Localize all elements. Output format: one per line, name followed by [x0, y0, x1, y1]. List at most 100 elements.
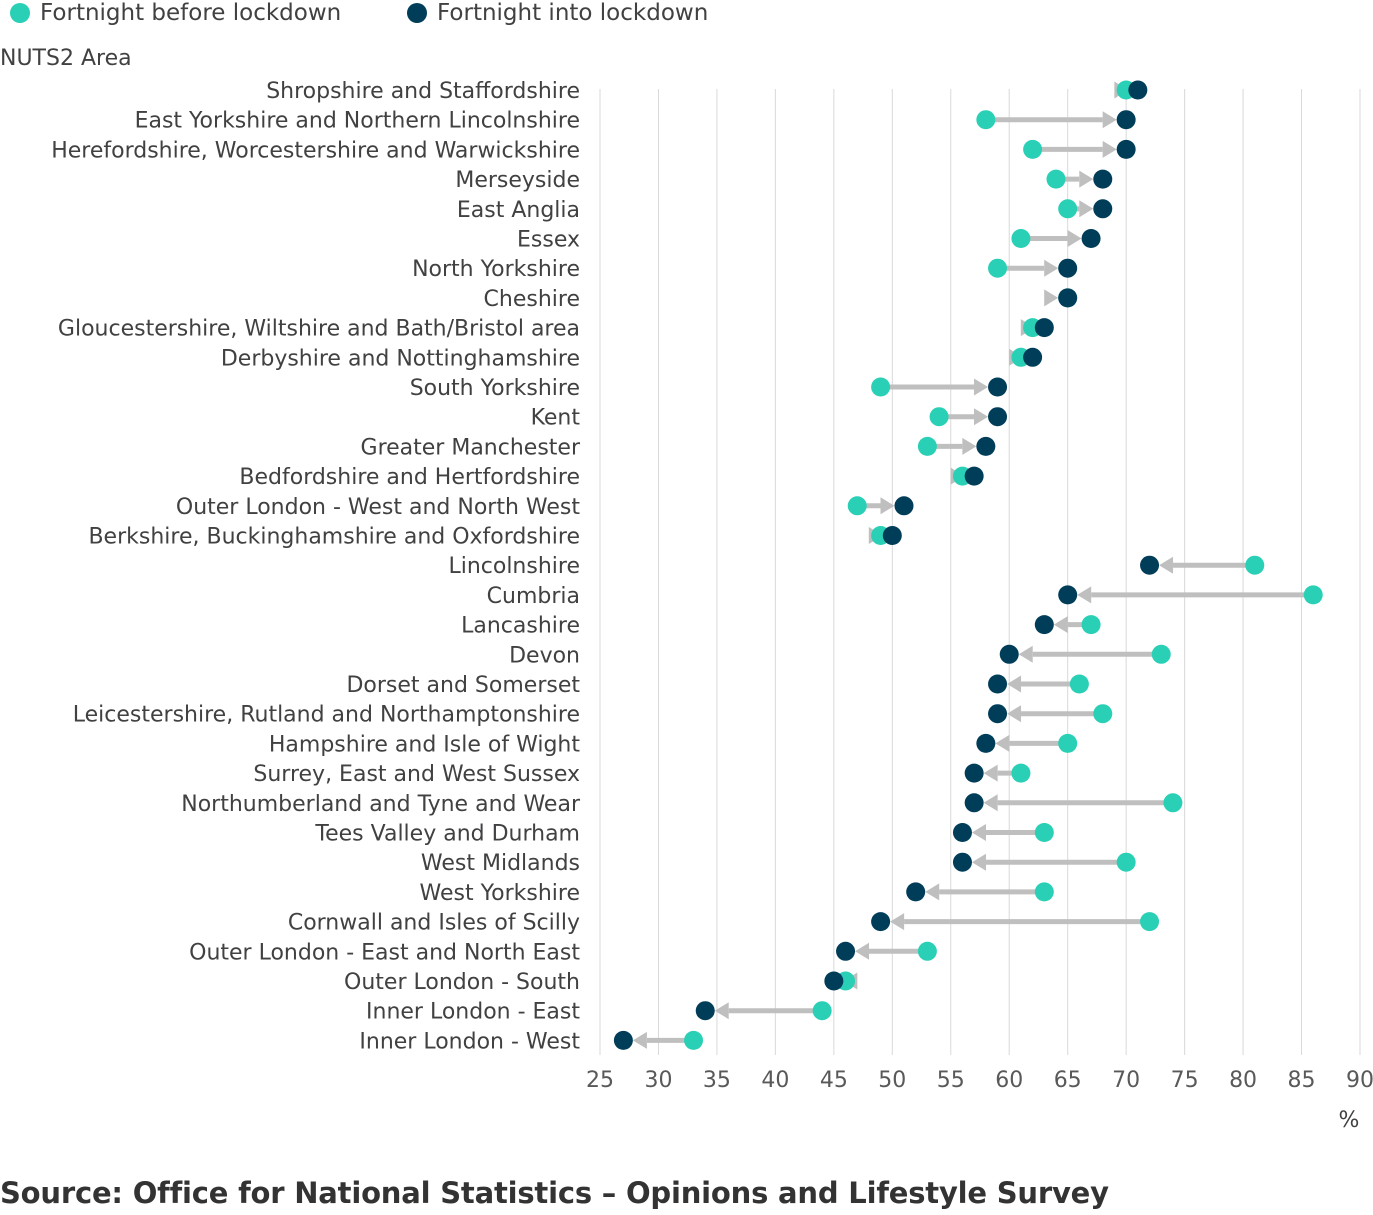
point-into	[1140, 555, 1160, 575]
arrow-head	[632, 1031, 647, 1049]
arrow-head	[1067, 230, 1082, 247]
x-tick-label-75: 75	[1171, 1068, 1199, 1093]
arrow-head	[962, 437, 977, 455]
point-into	[882, 526, 902, 545]
arrow-head	[974, 378, 989, 396]
arrow-head	[890, 913, 905, 931]
category-label: East Yorkshire and Northern Lincolnshire	[135, 109, 580, 134]
change-arrow	[890, 913, 1150, 931]
x-tick-label-55: 55	[937, 1068, 965, 1093]
point-before	[1163, 793, 1183, 813]
arrow-head	[1018, 645, 1033, 663]
point-before	[1093, 704, 1113, 724]
category-label: Dorset and Somerset	[346, 673, 580, 698]
point-before	[1151, 644, 1171, 664]
category-label: Devon	[509, 643, 580, 668]
point-before	[684, 1030, 704, 1050]
point-into	[952, 823, 972, 842]
change-arrow	[1007, 705, 1103, 723]
category-label: Cheshire	[484, 287, 580, 312]
point-into	[964, 466, 984, 486]
x-tick-label-90: 90	[1346, 1068, 1373, 1093]
arrow-head	[925, 883, 940, 901]
point-before	[976, 110, 996, 130]
change-arrow	[985, 111, 1117, 129]
legend-marker-into	[407, 3, 427, 23]
dot-layer	[613, 80, 1323, 1050]
point-before	[1058, 733, 1078, 753]
point-before	[929, 407, 949, 427]
point-into	[1093, 199, 1113, 219]
point-before	[847, 496, 867, 516]
point-before	[1245, 555, 1265, 575]
chart-legend: Fortnight before lockdown Fortnight into…	[0, 0, 900, 26]
x-tick-label-80: 80	[1229, 1068, 1257, 1093]
grid-layer	[599, 89, 1361, 1055]
point-into	[1034, 318, 1054, 338]
point-into	[1116, 139, 1136, 159]
arrow-head	[1007, 675, 1022, 693]
category-label: Essex	[517, 228, 580, 253]
arrow-head	[1159, 556, 1174, 574]
category-label: Surrey, East and West Sussex	[253, 762, 580, 787]
point-into	[613, 1030, 633, 1050]
point-into	[906, 882, 926, 902]
point-into	[1058, 288, 1078, 308]
category-label: Outer London - South	[344, 970, 580, 995]
point-into	[894, 496, 914, 516]
point-into	[824, 971, 844, 991]
category-label: Tees Valley and Durham	[314, 822, 580, 847]
point-into	[988, 704, 1008, 724]
point-into	[999, 644, 1019, 664]
arrow-head	[983, 764, 998, 782]
change-arrow	[855, 942, 928, 960]
point-into	[988, 674, 1008, 694]
arrow-head	[1077, 586, 1092, 604]
change-arrow	[971, 824, 1045, 841]
source-note: Source: Office for National Statistics –…	[0, 1176, 1109, 1210]
category-label: Cornwall and Isles of Scilly	[288, 911, 580, 936]
point-into	[1058, 258, 1078, 278]
point-before	[871, 377, 891, 397]
change-arrow	[1077, 586, 1314, 604]
arrow-head	[1044, 259, 1059, 277]
category-label: South Yorkshire	[410, 376, 580, 401]
category-label: Herefordshire, Worcestershire and Warwic…	[51, 138, 580, 163]
change-arrow	[880, 378, 989, 396]
arrow-head	[1102, 111, 1117, 129]
x-tick-label-60: 60	[995, 1068, 1023, 1093]
point-before	[1046, 169, 1066, 189]
category-label: Leicestershire, Rutland and Northamptons…	[73, 703, 580, 728]
change-arrow	[1007, 675, 1080, 693]
legend-marker-before	[10, 3, 30, 23]
x-tick-label-65: 65	[1054, 1068, 1082, 1093]
category-label: Hampshire and Isle of Wight	[269, 732, 580, 757]
point-into	[1116, 110, 1136, 130]
change-arrow	[925, 883, 1045, 901]
category-label: North Yorkshire	[412, 257, 580, 282]
point-into	[695, 1001, 715, 1021]
point-into	[1023, 347, 1043, 367]
category-label: West Yorkshire	[420, 881, 580, 906]
change-arrow	[714, 1002, 823, 1020]
point-into	[964, 763, 984, 783]
x-tick-label-70: 70	[1112, 1068, 1140, 1093]
point-before	[1081, 615, 1101, 635]
category-label: Bedfordshire and Hertfordshire	[239, 465, 580, 490]
category-label: Lancashire	[461, 614, 580, 639]
legend-item-into: Fortnight into lockdown	[407, 0, 708, 26]
point-before	[917, 941, 937, 961]
arrow-head	[995, 734, 1010, 752]
x-tick-label-30: 30	[644, 1068, 672, 1093]
category-label: Berkshire, Buckinghamshire and Oxfordshi…	[88, 525, 580, 550]
category-label: Northumberland and Tyne and Wear	[181, 792, 581, 817]
change-arrow	[1044, 289, 1059, 307]
point-before	[1034, 823, 1054, 842]
category-label: Merseyside	[455, 168, 580, 193]
x-axis-title: %	[1339, 1108, 1360, 1133]
point-into	[871, 912, 891, 932]
category-label: Outer London - West and North West	[176, 495, 580, 520]
point-into	[1093, 169, 1113, 189]
point-into	[988, 377, 1008, 397]
category-label: Greater Manchester	[361, 435, 581, 460]
